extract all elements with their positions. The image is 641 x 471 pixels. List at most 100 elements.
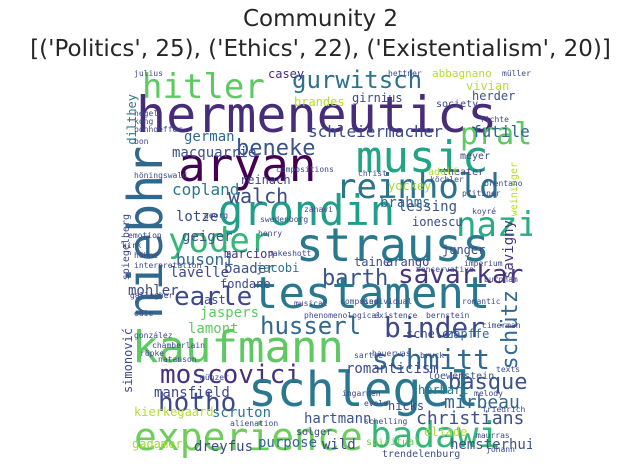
cloud-word: scruton (212, 405, 272, 421)
cloud-word: casey (268, 67, 305, 81)
cloud-word: hemsterhuis (450, 437, 532, 453)
cloud-word: walch (228, 184, 289, 208)
cloud-word: hotho (158, 388, 237, 418)
cloud-word: geiger (182, 229, 233, 245)
cloud-word: cimerman (482, 321, 521, 330)
cloud-word: zahavi (304, 205, 333, 214)
cloud-word: lessing (398, 199, 458, 215)
cloud-word: hartmann (304, 411, 372, 427)
cloud-word: bon (134, 137, 149, 146)
cloud-word: spiritual (366, 437, 421, 448)
cloud-word: imperium (464, 259, 503, 268)
cloud-word: brentano (484, 179, 523, 188)
cloud-word: composer (340, 297, 379, 306)
cloud-word: wild (322, 437, 356, 453)
cloud-word: abbagnano (432, 67, 492, 80)
title-line-2: [('Politics', 25), ('Ethics', 22), ('Exi… (30, 36, 611, 62)
cloud-word: friedrich (482, 405, 526, 414)
cloud-word: music (356, 132, 489, 183)
cloud-word: arango (386, 255, 430, 269)
cloud-word: compositions (276, 165, 334, 174)
cloud-word: zapffe (446, 327, 490, 341)
cloud-word: burnham (484, 275, 518, 284)
cloud-word: gallagher (130, 291, 174, 300)
cloud-word: christ (358, 169, 387, 178)
cloud-word: bernstein (426, 311, 470, 320)
cloud-word: georg (204, 211, 229, 220)
cloud-word: trendelenburg (382, 449, 461, 460)
cloud-word: mansfield (154, 385, 230, 401)
cloud-word: emotion (128, 231, 162, 240)
cloud-word: kirk (122, 241, 142, 250)
cloud-word: girnius (352, 91, 403, 105)
cloud-word: texts (496, 365, 521, 374)
cloud-word: solger (296, 427, 333, 438)
cloud-word: adolf (428, 167, 459, 178)
cloud-word: christians (416, 408, 525, 429)
cloud-word: earle (174, 282, 253, 312)
cloud-word: yoder (168, 221, 271, 261)
cloud-word: fichte (480, 115, 509, 124)
cloud-word: bruck (420, 351, 445, 360)
cloud-word: interpretation (134, 261, 202, 270)
cloud-word: schelling (364, 417, 408, 426)
cloud-word: swedenborg (260, 215, 309, 224)
title-line-1: Community 2 (242, 6, 399, 32)
cloud-word: alienation (230, 419, 279, 428)
cloud-word: strauss (296, 218, 490, 272)
cloud-word: bonhoeffer (134, 125, 183, 134)
cloud-word: society (436, 99, 479, 110)
cloud-word: meyer (460, 151, 491, 162)
cloud-word: testament (252, 268, 491, 319)
cloud-word: futile (472, 122, 530, 141)
cloud-word: marcion (224, 247, 275, 261)
cloud-word: aryan (178, 138, 317, 192)
cloud-word: eliade (424, 425, 468, 439)
cloud-word: johann (486, 445, 515, 454)
cloud-word: lamont (188, 321, 239, 337)
cloud-word: münzer (200, 373, 229, 382)
cloud-word: hitler (142, 67, 265, 107)
cloud-word: musical (294, 299, 328, 308)
cloud-word: individual (364, 297, 413, 306)
cloud-word: busoni (176, 250, 234, 269)
cloud-word: scheler (406, 327, 457, 341)
cloud-word: evola (364, 399, 389, 408)
cloud-word: phenomenological (304, 311, 382, 320)
cloud-word: mirbeau (444, 392, 520, 413)
cloud-word: kong (134, 117, 154, 126)
cloud-word: romantic (462, 297, 501, 306)
cloud-word: müller (502, 69, 531, 78)
cloud-word: beneke (236, 136, 316, 161)
cloud-word: gurwitsch (292, 66, 423, 94)
cloud-word: barth (322, 266, 389, 291)
cloud-word: reinhold (336, 167, 500, 207)
cloud-word: romanticism (346, 361, 439, 377)
cloud-word: schleiermacher (308, 122, 443, 141)
cloud-word: höhne (134, 251, 159, 260)
chart-title: Community 2 [('Politics', 25), ('Ethics'… (0, 4, 641, 64)
cloud-word: mohler (128, 283, 179, 299)
cloud-word: baader (224, 261, 275, 277)
cloud-word: existence (374, 311, 418, 320)
cloud-word: brandes (294, 95, 345, 109)
cloud-word: ingarden (342, 389, 381, 398)
cloud-word: jaspers (200, 305, 260, 321)
cloud-word: gonzález (134, 331, 173, 340)
cloud-word: basque (448, 370, 528, 395)
cloud-word: schlegel (248, 362, 480, 418)
cloud-word: kaufmann (132, 322, 344, 373)
cloud-word: savigny (501, 220, 517, 280)
cloud-word: henry (258, 229, 283, 238)
cloud-word: weininger (509, 162, 520, 217)
cloud-word: ast (204, 293, 226, 307)
cloud-word: sartre (354, 351, 383, 360)
cloud-word: gadamer (132, 437, 183, 451)
cloud-word: junger (442, 243, 486, 257)
cloud-word: experience (134, 415, 363, 459)
cloud-word: brahms (380, 195, 431, 211)
cloud-word: oakeshott (268, 249, 312, 258)
cloud-word: simonović (121, 328, 135, 394)
cloud-word: schmitt (372, 343, 491, 376)
cloud-word: macquarrie (172, 145, 257, 161)
